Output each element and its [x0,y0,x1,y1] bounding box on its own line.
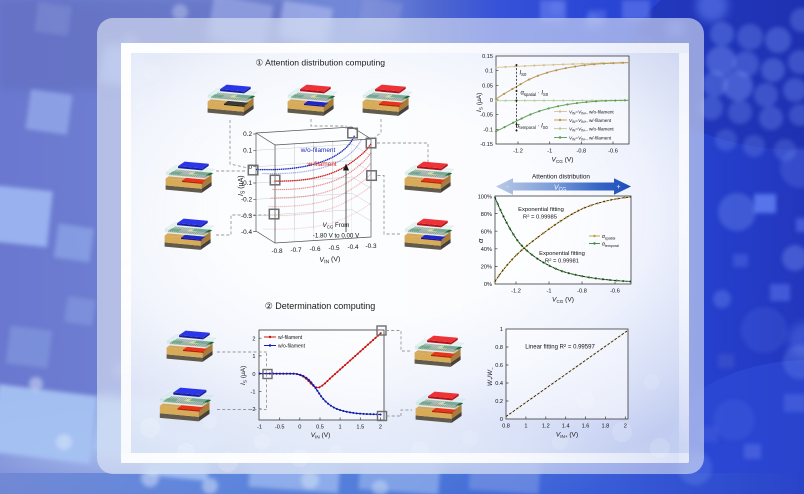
svg-text:-1.2: -1.2 [513,149,523,155]
svg-text:VCG: VCG [554,184,566,193]
svg-text:IS (µA): IS (µA) [476,93,483,112]
svg-text:Exponential fitting: Exponential fitting [518,207,564,213]
svg-text:-0.05: -0.05 [480,113,493,119]
svg-text:R2 = 0.99985: R2 = 0.99985 [523,213,557,221]
svg-text:-0.6: -0.6 [610,289,620,295]
svg-text:1.4: 1.4 [562,424,570,430]
svg-text:-0.5: -0.5 [275,425,285,431]
svg-text:0: 0 [490,98,493,104]
svg-text:2: 2 [379,425,382,431]
svg-text:20%: 20% [481,265,492,271]
svg-text:1: 1 [252,354,255,360]
svg-text:0.1: 0.1 [243,148,252,155]
svg-text:VCG From: VCG From [323,222,350,229]
svg-text:w/o-filament: w/o-filament [278,344,306,350]
svg-text:0.05: 0.05 [482,83,493,89]
svg-text:0: 0 [298,425,301,431]
svg-text:α: α [476,238,485,243]
svg-text:IS (µA): IS (µA) [238,175,247,196]
svg-text:-0.3: -0.3 [365,243,376,250]
svg-text:-0.6: -0.6 [309,246,320,253]
svg-text:0: 0 [252,372,255,378]
svg-text:-0.8: -0.8 [577,289,587,295]
svg-text:0.2: 0.2 [243,131,252,138]
svg-text:IS (µA): IS (µA) [240,366,247,385]
svg-text:0: 0 [248,164,252,171]
svg-text:w/-filament: w/-filament [278,335,303,341]
svg-text:0.15: 0.15 [482,54,493,60]
svg-text:40%: 40% [481,247,492,253]
svg-text:VIN (V): VIN (V) [319,256,340,266]
svg-text:0.8: 0.8 [502,424,510,430]
svg-text:VIN (V): VIN (V) [311,432,331,439]
svg-text:1: 1 [339,425,342,431]
svg-text:-0.1: -0.1 [241,180,252,187]
svg-text:1.6: 1.6 [582,424,590,430]
svg-text:αtemporal: αtemporal [602,242,619,248]
svg-text:-: - [506,182,509,191]
svg-text:-1: -1 [257,425,262,431]
svg-text:-1: -1 [547,149,552,155]
svg-text:0%: 0% [484,282,492,288]
svg-text:1: 1 [524,424,527,430]
svg-text:2: 2 [252,336,255,342]
svg-text:w-filament: w-filament [306,161,336,168]
svg-text:Linear fitting R2 = 0.99597: Linear fitting R2 = 0.99597 [525,343,595,351]
svg-text:-0.6: -0.6 [608,149,618,155]
svg-text:αtemporal · IS0: αtemporal · IS0 [516,124,549,130]
svg-text:0.4: 0.4 [495,381,503,387]
svg-text:-0.1: -0.1 [483,127,493,133]
svg-text:-0.2: -0.2 [241,197,252,204]
svg-text:-0.3: -0.3 [241,213,252,220]
svg-text:② Determination computing: ② Determination computing [265,301,376,311]
svg-text:1.8: 1.8 [602,424,610,430]
svg-text:-0.15: -0.15 [480,142,493,148]
svg-text:-0.4: -0.4 [347,244,358,251]
svg-text:0.6: 0.6 [495,363,503,369]
svg-text:Attention distribution: Attention distribution [532,174,590,181]
svg-text:w/o-filament: w/o-filament [300,147,336,154]
svg-text:0: 0 [500,417,503,423]
svg-text:-1.2: -1.2 [511,289,521,295]
svg-text:0.2: 0.2 [495,399,503,405]
svg-text:-1.80 V to 0.00 V: -1.80 V to 0.00 V [313,233,360,240]
svg-text:VCG (V): VCG (V) [552,157,574,164]
svg-text:IS0: IS0 [520,71,527,77]
svg-text:-0.4: -0.4 [241,229,252,236]
svg-text:Exponential fitting: Exponential fitting [539,251,585,257]
svg-text:-2: -2 [251,407,256,413]
svg-text:VIN+ (V): VIN+ (V) [556,432,578,439]
svg-text:+: + [616,184,620,191]
svg-text:1.2: 1.2 [542,424,550,430]
svg-text:W+/W−: W+/W− [487,367,494,386]
svg-text:100%: 100% [478,195,492,201]
svg-text:1.5: 1.5 [356,425,364,431]
svg-text:1: 1 [500,327,503,333]
svg-text:-1: -1 [547,289,552,295]
svg-text:-1: -1 [251,390,256,396]
svg-text:80%: 80% [481,212,492,218]
svg-text:R2 = 0.99981: R2 = 0.99981 [545,257,579,265]
svg-text:αspatial · IS0: αspatial · IS0 [521,91,549,97]
svg-text:VIN=VIN+, w/-filament: VIN=VIN+, w/-filament [569,118,612,124]
svg-text:-0.7: -0.7 [290,247,301,254]
svg-text:60%: 60% [481,229,492,235]
svg-text:αspatial: αspatial [602,234,615,240]
svg-text:-0.5: -0.5 [328,245,339,252]
svg-text:0.8: 0.8 [495,345,503,351]
svg-text:① Attention distribution compu: ① Attention distribution computing [256,57,386,67]
svg-text:-0.8: -0.8 [271,248,282,255]
svg-text:0.5: 0.5 [316,425,324,431]
svg-text:VIN=VIN+, w/o-filament: VIN=VIN+, w/o-filament [569,109,614,115]
svg-text:VIN=VIN−, w/o-filament: VIN=VIN−, w/o-filament [569,126,614,132]
svg-text:0.1: 0.1 [485,69,493,75]
svg-text:VIN=VIN−, w/-filament: VIN=VIN−, w/-filament [569,135,612,141]
svg-text:-0.8: -0.8 [576,149,586,155]
svg-text:2: 2 [624,424,627,430]
svg-text:VCG (V): VCG (V) [552,297,574,304]
